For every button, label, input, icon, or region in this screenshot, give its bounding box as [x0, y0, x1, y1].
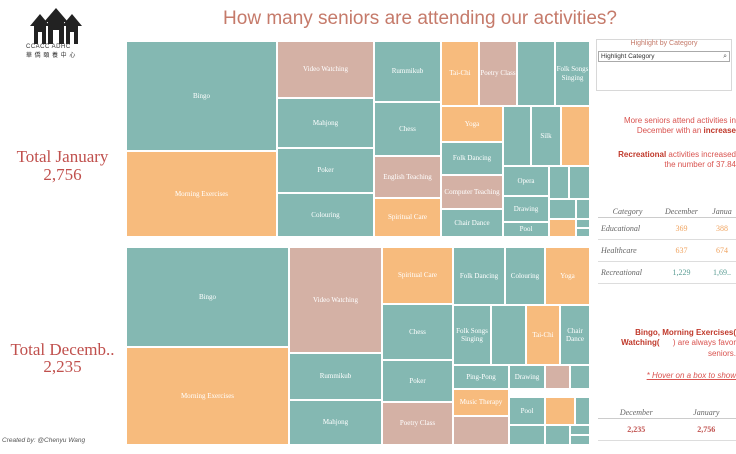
treemap-january-cell[interactable]: Mahjong — [277, 98, 374, 148]
highlight-filter-title: Highlight by Category — [630, 40, 698, 47]
treemap-december-cell[interactable]: Video Watching — [289, 247, 382, 353]
treemap-december-cell[interactable]: Mahjong — [289, 400, 382, 445]
totals-table: December January 2,235 2,756 — [598, 406, 736, 441]
treemap-december-cell[interactable] — [570, 435, 590, 445]
treemap-december-cell[interactable]: Tai-Chi — [526, 305, 560, 365]
highlight-filter-panel — [596, 39, 732, 91]
treemap-january-cell[interactable]: Rummikub — [374, 41, 441, 102]
insight-increase: More seniors attend activities in Decemb… — [623, 116, 736, 136]
treemap-january-cell[interactable] — [569, 166, 590, 199]
treemap-december-cell[interactable]: Bingo — [126, 247, 289, 347]
insight-favorites: Bingo, Morning Exercises( Watching( ) ar… — [621, 328, 736, 358]
search-icon[interactable]: ⌕ — [723, 53, 727, 60]
treemap-december-cell[interactable]: Folk Dancing — [453, 247, 505, 305]
treemap-january-cell[interactable]: Yoga — [441, 106, 503, 142]
treemap-january-cell[interactable]: Folk Songs Singing — [555, 41, 590, 106]
treemap-december-cell[interactable] — [453, 416, 509, 445]
logo-text: CCACC ADHC 華 僑 頤 養 中 心 — [26, 44, 76, 59]
treemap-january-cell[interactable]: Colouring — [277, 193, 374, 237]
treemap-january-cell[interactable]: Pool — [503, 222, 549, 237]
treemap-december-cell[interactable]: Chair Dance — [560, 305, 590, 365]
treemap-december-cell[interactable]: Spiritual Care — [382, 247, 453, 304]
treemap-january-cell[interactable]: Folk Dancing — [441, 142, 503, 175]
treemap-december-cell[interactable]: Drawing — [509, 365, 545, 389]
category-table: Category December Janua Educational 369 … — [598, 205, 736, 284]
treemap-december[interactable]: Bingo Morning Exercises Video Watching Rumm… — [126, 247, 590, 445]
treemap-january-cell[interactable]: English Teaching — [374, 156, 441, 198]
col-december: December — [598, 406, 675, 419]
treemap-december-cell[interactable]: Pool — [509, 397, 545, 425]
treemap-december-cell[interactable] — [575, 397, 590, 425]
highlight-category-input[interactable]: Highlight Category ⌕ — [598, 51, 730, 62]
treemap-january-cell[interactable] — [503, 106, 531, 166]
page-title: How many seniors are attending our activ… — [223, 8, 617, 29]
treemap-january-cell[interactable] — [561, 106, 590, 166]
treemap-january-cell[interactable]: Chess — [374, 102, 441, 156]
treemap-december-cell[interactable] — [545, 425, 570, 445]
col-category: Category — [598, 205, 658, 218]
credit: Created by: @Chenyu Wang — [2, 437, 86, 444]
treemap-january-cell[interactable] — [549, 219, 576, 237]
treemap-december-cell[interactable] — [545, 397, 575, 425]
treemap-january-cell[interactable]: Silk — [531, 106, 561, 166]
treemap-january-cell[interactable]: Morning Exercises — [126, 151, 277, 237]
treemap-january-cell[interactable]: Poker — [277, 148, 374, 193]
treemap-december-cell[interactable]: Folk Songs Singing — [453, 305, 491, 365]
treemap-january-cell[interactable]: Bingo — [126, 41, 277, 151]
col-january: January — [674, 406, 736, 419]
treemap-january[interactable]: Bingo Morning Exercises Video Watching Mahj… — [126, 41, 590, 237]
treemap-december-cell[interactable]: Morning Exercises — [126, 347, 289, 445]
pagoda-icon — [30, 8, 82, 44]
logo — [26, 8, 86, 56]
insight-recreational: Recreational activities increased the nu… — [618, 150, 736, 170]
treemap-december-cell[interactable] — [545, 365, 570, 389]
table-row: Educational 369 388 — [598, 217, 736, 240]
treemap-january-cell[interactable] — [549, 166, 569, 199]
treemap-january-cell[interactable]: Video Watching — [277, 41, 374, 98]
treemap-january-cell[interactable] — [517, 41, 555, 106]
treemap-december-cell[interactable]: Poetry Class — [382, 402, 453, 445]
treemap-december-cell[interactable] — [491, 305, 526, 365]
table-row: Healthcare 637 674 — [598, 239, 736, 262]
treemap-december-cell[interactable]: Colouring — [505, 247, 545, 305]
treemap-january-cell[interactable]: Drawing — [503, 196, 549, 222]
total-january-label: Total January — [16, 147, 109, 166]
treemap-december-cell[interactable] — [509, 425, 545, 445]
treemap-december-cell[interactable]: Yoga — [545, 247, 590, 305]
treemap-january-cell[interactable] — [576, 219, 590, 228]
col-january: Janua — [705, 205, 736, 218]
treemap-december-cell[interactable]: Music Therapy — [453, 389, 509, 416]
treemap-january-cell[interactable]: Computer Teaching — [441, 175, 503, 209]
treemap-december-cell[interactable]: Ping-Pong — [453, 365, 509, 389]
treemap-january-cell[interactable]: Poetry Class — [479, 41, 517, 106]
table-row: 2,235 2,756 — [598, 418, 736, 441]
col-december: December — [657, 205, 706, 218]
treemap-january-cell[interactable]: Chair Dance — [441, 209, 503, 237]
treemap-december-cell[interactable]: Rummikub — [289, 353, 382, 400]
hover-hint: * Hover on a box to show — [646, 371, 736, 380]
treemap-january-cell[interactable] — [576, 228, 590, 237]
treemap-january-cell[interactable] — [549, 199, 576, 219]
treemap-january-cell[interactable]: Tai-Chi — [441, 41, 479, 106]
table-row: Recreational 1,229 1,69.. — [598, 261, 736, 284]
treemap-december-cell[interactable] — [570, 425, 590, 435]
treemap-january-cell[interactable]: Spiritual Care — [374, 198, 441, 237]
total-january-value: 2,756 — [43, 165, 82, 184]
total-december-value: 2,235 — [43, 357, 82, 376]
treemap-january-cell[interactable]: Opera — [503, 166, 549, 196]
treemap-december-cell[interactable]: Poker — [382, 360, 453, 402]
treemap-january-cell[interactable] — [576, 199, 590, 219]
treemap-december-cell[interactable] — [570, 365, 590, 389]
treemap-december-cell[interactable]: Chess — [382, 304, 453, 360]
highlight-category-placeholder: Highlight Category — [601, 53, 655, 60]
total-december-label: Total Decemb.. — [10, 340, 115, 359]
